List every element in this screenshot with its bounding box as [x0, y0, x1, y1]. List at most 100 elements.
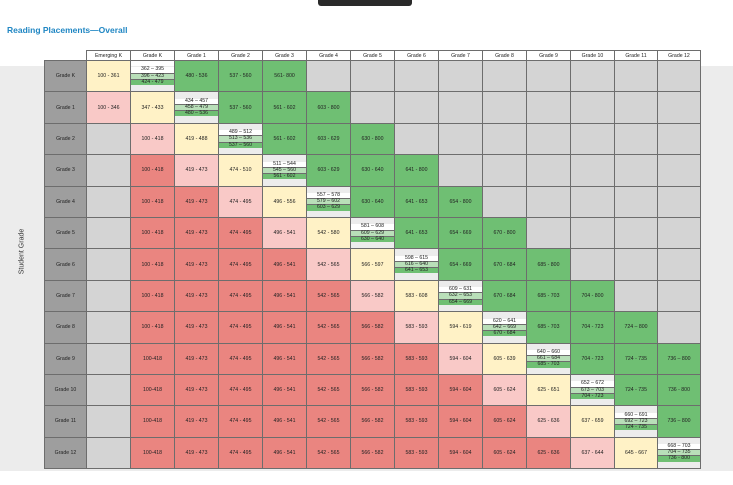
range-cell: 605 - 624 [482, 405, 527, 438]
empty-cell [306, 59, 351, 93]
table-body: Grade K 100 - 361 362 – 395 396 – 423 424 - … [44, 59, 701, 470]
range-cell: 542 - 565 [306, 405, 351, 438]
empty-cell [394, 91, 439, 124]
range-cell: 594 - 604 [438, 342, 483, 375]
range-cell: 605 - 624 [482, 373, 527, 407]
y-axis-label: Student Grade [18, 228, 26, 275]
range-stack: 581 – 608 609 – 629 630 – 640 [351, 224, 394, 242]
range-segment: 537 – 560 [219, 142, 262, 148]
column-header: Grade 3 [262, 50, 307, 61]
row-header: Grade 3 [44, 154, 87, 187]
range-segment: 704 – 735 [658, 450, 700, 457]
empty-cell [526, 154, 571, 187]
range-cell: 583 - 593 [394, 436, 439, 470]
table-row: Grade 9 100-418 419 - 473 474 - 495 496 - 54… [44, 342, 701, 375]
range-cell: 736 – 800 [657, 342, 701, 375]
empty-cell [482, 185, 527, 218]
range-segment: 616 – 640 [395, 261, 438, 269]
range-cell: 685 - 703 [526, 311, 571, 344]
empty-cell [657, 59, 701, 93]
range-cell: 561 - 602 [262, 91, 307, 124]
empty-cell [86, 279, 131, 313]
range-cell: 419 - 473 [174, 216, 219, 250]
range-cell: 496 - 541 [262, 436, 307, 470]
range-cell: 736 - 800 [657, 373, 701, 407]
range-segment: 724 - 735 [615, 424, 657, 431]
range-cell: 630 - 640 [350, 154, 395, 187]
range-cell: 419 - 473 [174, 279, 219, 313]
empty-cell [526, 122, 571, 156]
empty-cell [614, 279, 658, 313]
range-segment: 652 – 672 [571, 381, 614, 388]
empty-cell [86, 373, 131, 407]
range-cell: 605 - 624 [482, 436, 527, 470]
column-header: Grade 2 [218, 50, 263, 61]
row-header: Grade 4 [44, 185, 87, 218]
empty-cell [570, 185, 615, 218]
range-segment: 642 – 669 [483, 324, 526, 331]
range-segment: 668 – 703 [658, 443, 700, 451]
range-cell: 474 - 495 [218, 436, 263, 470]
range-cell: 496 - 541 [262, 342, 307, 375]
range-cell: 603 - 629 [306, 122, 351, 156]
range-segment: 704 - 723 [571, 393, 614, 399]
empty-cell [570, 216, 615, 250]
range-cell: 537 - 560 [218, 59, 263, 93]
range-cell: 566 - 582 [350, 405, 395, 438]
range-segment: 640 – 660 [527, 349, 570, 357]
range-cell: 474 - 495 [218, 216, 263, 250]
range-cell: 561- 800 [262, 59, 307, 93]
range-stack: 609 – 631 632 – 653 654 – 669 [439, 286, 482, 305]
range-cell: 561 - 602 [262, 122, 307, 156]
empty-cell [86, 154, 131, 187]
column-header: Grade K [130, 50, 175, 61]
range-cell: 566 - 582 [350, 436, 395, 470]
empty-cell [657, 154, 701, 187]
stacked-range-cell: 557 – 578 579 – 602 603 – 629 [306, 185, 351, 218]
empty-cell [657, 311, 701, 344]
stacked-range-cell: 668 – 703 704 – 735 736 - 800 [657, 436, 701, 470]
range-cell: 419 - 488 [174, 122, 219, 156]
range-cell: 474 - 495 [218, 311, 263, 344]
range-segment: 670 - 684 [483, 330, 526, 337]
stacked-range-cell: 660 – 691 692 – 723 724 - 735 [614, 405, 658, 438]
range-cell: 419 - 473 [174, 405, 219, 438]
range-segment: 579 – 602 [307, 198, 350, 206]
range-segment: 513 – 536 [219, 136, 262, 143]
column-header: Grade 1 [174, 50, 219, 61]
range-cell: 654 - 800 [438, 185, 483, 218]
range-cell: 496 - 556 [262, 185, 307, 218]
range-cell: 542 - 580 [306, 216, 351, 250]
range-stack: 652 – 672 673 – 703 704 - 723 [571, 381, 614, 399]
empty-cell [526, 185, 571, 218]
column-header: Grade 11 [614, 50, 658, 61]
range-segment: 673 – 703 [571, 387, 614, 394]
column-header: Grade 5 [350, 50, 395, 61]
range-segment: 362 – 395 [131, 67, 174, 74]
stacked-range-cell: 598 – 615 616 – 640 641 – 653 [394, 248, 439, 281]
stacked-range-cell: 652 – 672 673 – 703 704 - 723 [570, 373, 615, 407]
table-row: Grade 3 100 - 418 419 - 473 474 - 510 511 – … [44, 154, 701, 187]
range-segment: 660 – 691 [615, 412, 657, 419]
range-cell: 704 - 800 [570, 279, 615, 313]
empty-cell [657, 248, 701, 281]
range-cell: 496 - 541 [262, 248, 307, 281]
range-cell: 625 - 636 [526, 436, 571, 470]
range-cell: 542 - 565 [306, 373, 351, 407]
stacked-range-cell: 620 – 641 642 – 669 670 - 684 [482, 311, 527, 344]
row-header: Grade 12 [44, 436, 87, 470]
range-cell: 419 - 473 [174, 342, 219, 375]
range-cell: 630 - 640 [350, 185, 395, 218]
empty-cell [86, 405, 131, 438]
range-segment: 581 – 608 [351, 224, 394, 231]
range-cell: 583 - 593 [394, 311, 439, 344]
empty-cell [394, 59, 439, 93]
range-segment: 545 – 560 [263, 167, 306, 174]
range-cell: 474 - 495 [218, 373, 263, 407]
column-header-row: Emerging K Grade K Grade 1 Grade 2 Grade 3 Gr… [44, 50, 701, 61]
range-segment: 654 – 669 [439, 299, 482, 305]
range-cell: 100-418 [130, 373, 175, 407]
range-cell: 566 - 597 [350, 248, 395, 281]
table-row: Grade 11 100-418 419 - 473 474 - 495 496 - 5… [44, 405, 701, 438]
row-header: Grade 1 [44, 91, 87, 124]
